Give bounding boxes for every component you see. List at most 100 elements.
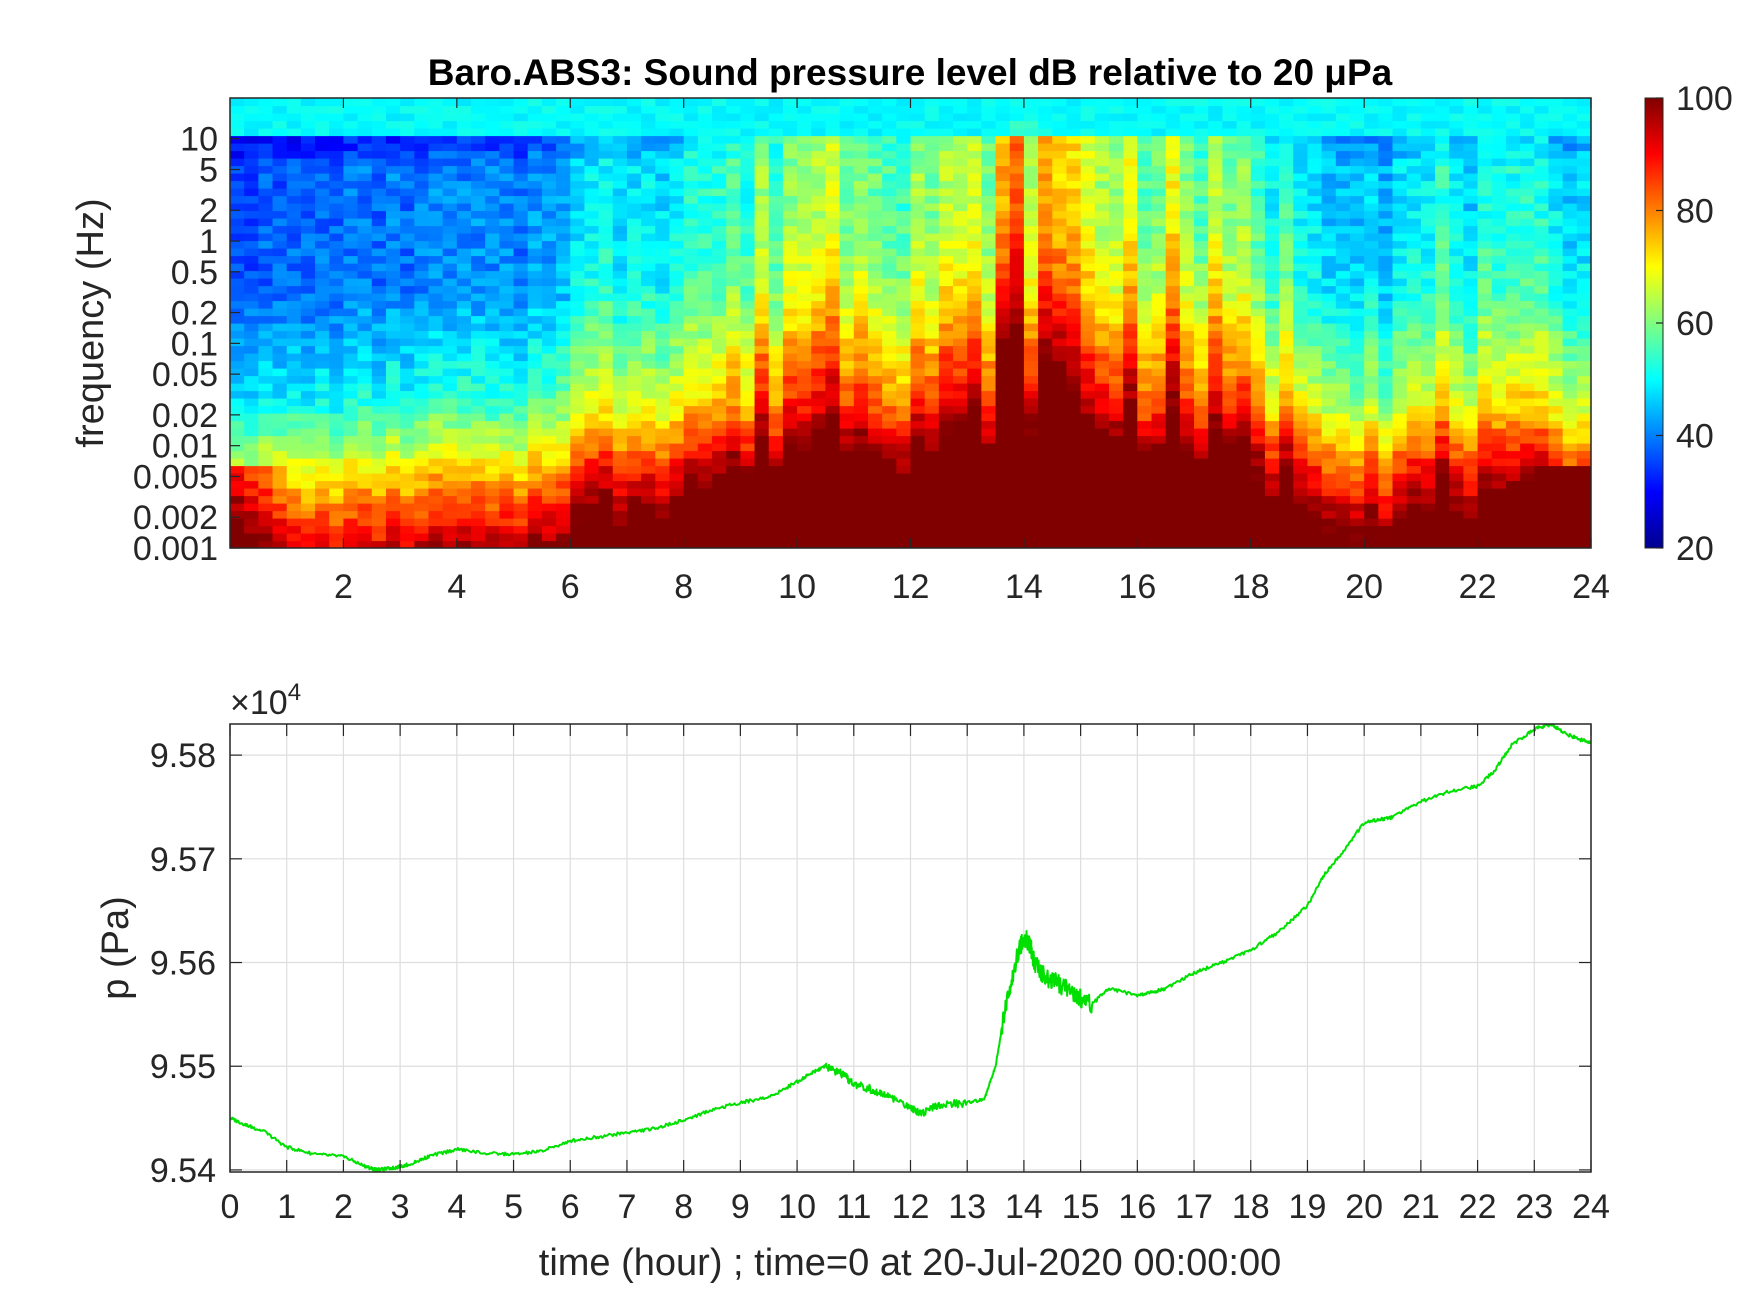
spectrogram-cell: [584, 503, 600, 512]
spectrogram-cell: [371, 533, 387, 542]
spectrogram-cell: [598, 345, 614, 354]
spectrogram-cell: [981, 525, 997, 534]
spectrogram-cell: [896, 195, 912, 204]
spectrogram-cell: [1378, 510, 1394, 519]
spectrogram-cell: [258, 390, 274, 399]
spectrogram-cell: [570, 353, 586, 362]
spectrogram-cell: [428, 143, 444, 152]
spectrogram-cell: [570, 113, 586, 122]
spectrogram-cell: [768, 218, 784, 227]
spectrogram-cell: [1293, 150, 1309, 159]
spectrogram-cell: [315, 488, 330, 497]
spectrogram-cell: [924, 300, 940, 309]
spectrogram-cell: [527, 203, 543, 212]
spectrogram-cell: [1052, 278, 1068, 287]
spectrogram-cell: [471, 540, 486, 548]
spectrogram-cell: [1052, 488, 1068, 497]
spectrogram-cell: [442, 315, 458, 324]
spectrogram-cell: [1236, 158, 1252, 167]
spectrogram-cell: [471, 293, 486, 302]
spectrogram-cell: [598, 413, 614, 422]
spectrogram-cell: [811, 383, 827, 392]
spectrogram-cell: [1108, 375, 1124, 384]
spectrogram-cell: [712, 255, 727, 264]
spectrogram-cell: [329, 450, 345, 459]
spectrogram-cell: [924, 338, 940, 347]
spectrogram-cell: [584, 518, 600, 527]
spectrogram-cell: [556, 345, 571, 354]
spectrogram-cell: [456, 135, 472, 144]
spectrogram-cell: [300, 533, 316, 542]
spectrogram-cell: [1378, 353, 1394, 362]
spectrogram-cell: [1123, 330, 1138, 339]
spectrogram-cell: [1392, 518, 1408, 527]
spectrogram-cell: [1023, 315, 1039, 324]
spectrogram-cell: [1066, 480, 1082, 489]
spectrogram-cell: [981, 105, 997, 114]
spectrogram-cell: [357, 495, 373, 504]
spectrogram-cell: [641, 158, 656, 167]
spectrogram-cell: [400, 345, 415, 354]
spectrogram-cell: [697, 360, 713, 369]
spectrogram-cell: [967, 135, 982, 144]
spectrogram-cell: [938, 225, 954, 234]
spectrogram-cell: [1307, 405, 1323, 414]
spectrogram-cell: [230, 300, 245, 309]
spectrogram-cell: [1052, 143, 1068, 152]
spectrogram-cell: [258, 315, 274, 324]
spectrogram-cell: [924, 450, 940, 459]
spectrogram-cell: [428, 368, 444, 377]
spectrogram-cell: [669, 255, 685, 264]
spectrogram-cell: [910, 210, 926, 219]
spectrogram-cell: [570, 270, 586, 279]
spectrogram-cell: [1066, 330, 1082, 339]
spectrogram-cell: [1108, 173, 1124, 182]
spectrogram-cell: [1321, 173, 1337, 182]
spectrogram-cell: [938, 308, 954, 317]
spectrogram-cell: [626, 270, 642, 279]
spectrogram-cell: [1335, 465, 1351, 474]
spectrogram-cell: [740, 300, 756, 309]
spectrogram-cell: [1335, 390, 1351, 399]
spectrogram-cell: [641, 285, 656, 294]
spectrogram-cell: [768, 443, 784, 452]
spectrogram-cell: [839, 338, 855, 347]
spectrogram-cell: [1179, 165, 1195, 174]
spectrogram-cell: [357, 323, 373, 332]
spectrogram-cell: [1151, 195, 1167, 204]
spectrogram-cell: [1038, 165, 1053, 174]
spectrogram-cell: [626, 533, 642, 542]
spectrogram-cell: [811, 285, 827, 294]
spectrogram-cell: [1123, 195, 1138, 204]
spectrogram-cell: [385, 503, 401, 512]
spectrogram-cell: [740, 278, 756, 287]
spectrogram-cell: [768, 383, 784, 392]
spectrogram-cell: [712, 248, 727, 257]
spectrogram-cell: [726, 233, 741, 242]
spectrogram-cell: [456, 450, 472, 459]
spectrogram-cell: [882, 413, 897, 422]
spectrogram-cell: [1279, 195, 1294, 204]
spectrogram-cell: [428, 428, 444, 437]
spectrogram-cell: [839, 173, 855, 182]
spectrogram-cell: [272, 180, 288, 189]
spectrogram-cell: [896, 398, 912, 407]
spectrogram-cell: [1080, 270, 1096, 279]
spectrogram-cell: [1236, 173, 1252, 182]
spectrogram-cell: [598, 495, 614, 504]
spectrogram-cell: [669, 233, 685, 242]
spectrogram-cell: [1392, 263, 1408, 272]
spectrogram-cell: [1321, 443, 1337, 452]
spectrogram-cell: [655, 300, 671, 309]
spectrogram-cell: [513, 398, 529, 407]
spectrogram-cell: [797, 338, 812, 347]
spectrogram-cell: [641, 120, 656, 129]
spectrogram-cell: [768, 345, 784, 354]
spectrogram-cell: [612, 443, 628, 452]
spectrogram-cell: [570, 360, 586, 369]
spectrogram-cell: [1378, 218, 1394, 227]
spectrogram-cell: [1279, 255, 1294, 264]
spectrogram-cell: [556, 255, 571, 264]
spectrogram-cell: [513, 345, 529, 354]
spectrogram-cell: [1094, 218, 1110, 227]
